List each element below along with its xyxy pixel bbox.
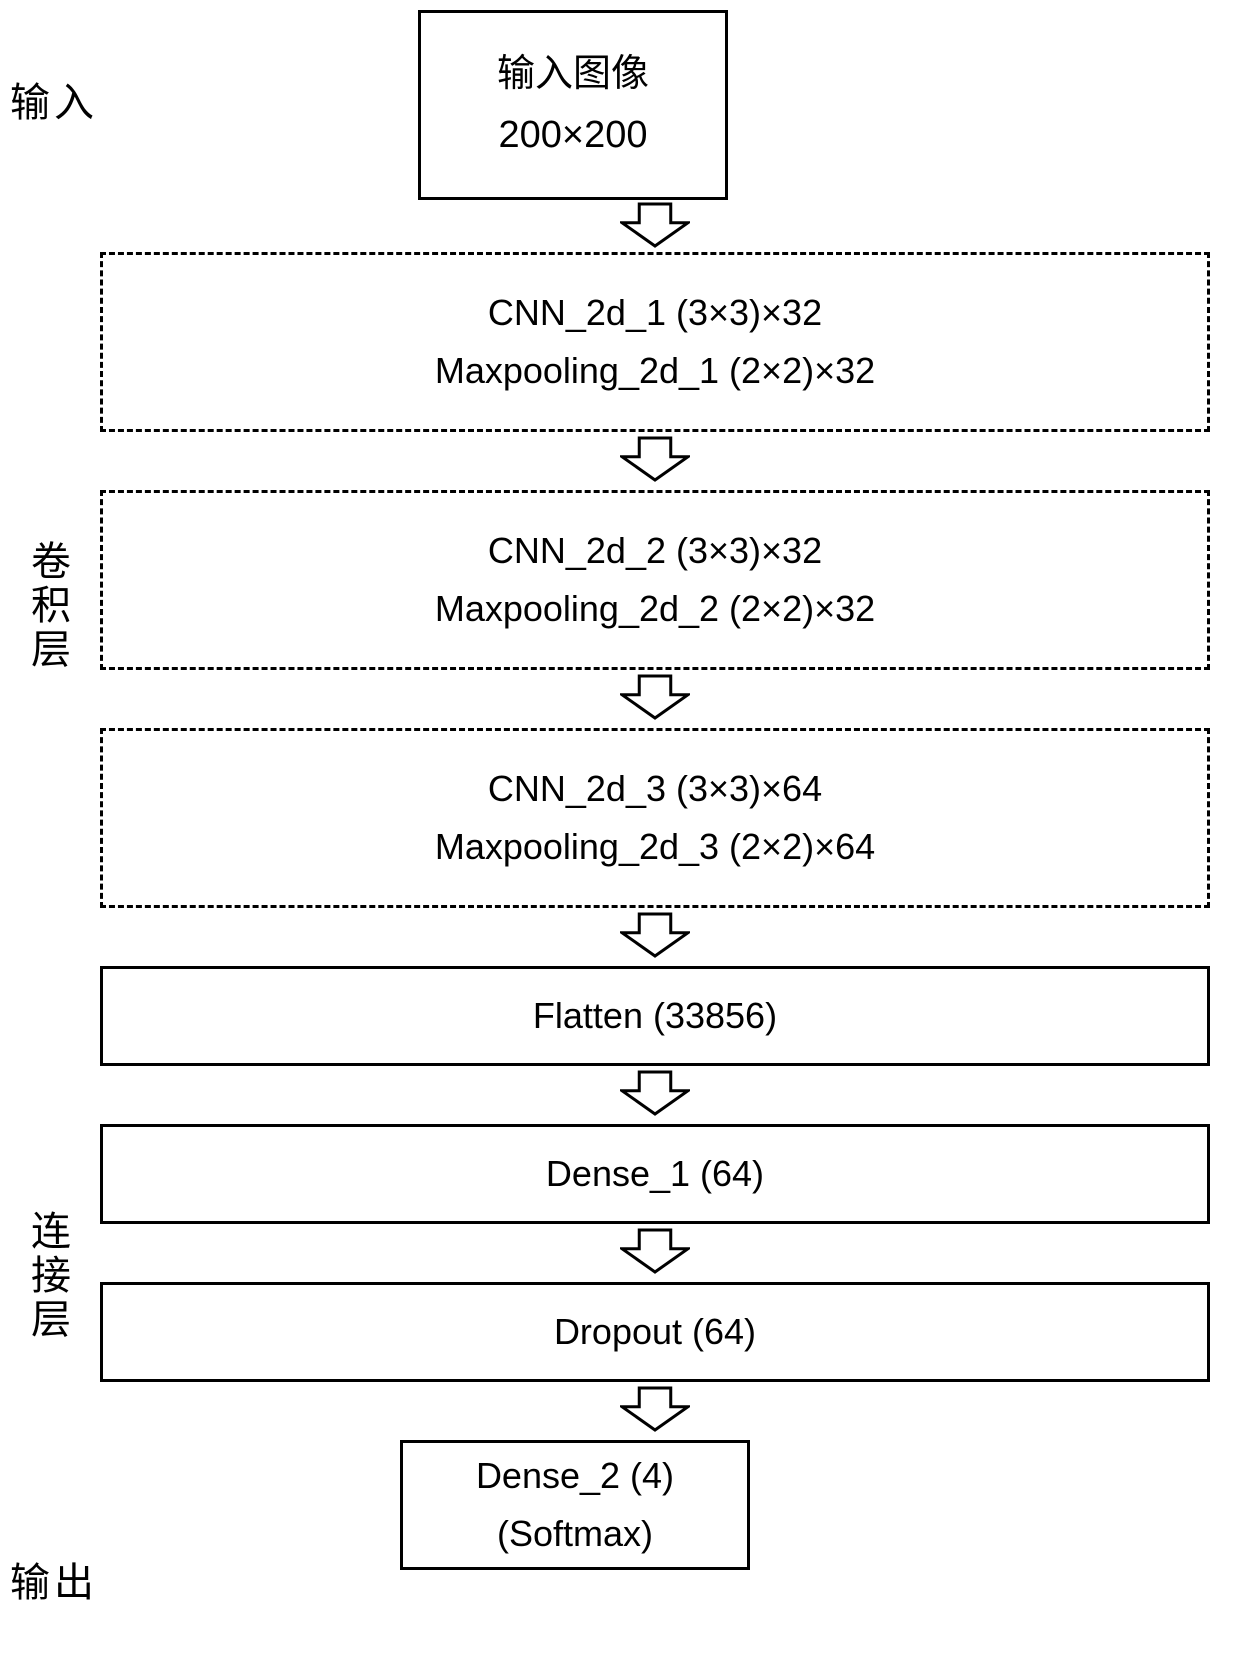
conv3-box: CNN_2d_3 (3×3)×64Maxpooling_2d_3 (2×2)×6…: [100, 728, 1210, 908]
down-arrow-icon: [620, 1070, 690, 1116]
fc-label: 连接层: [18, 1210, 76, 1342]
box-text: Maxpooling_2d_1 (2×2)×32: [435, 342, 875, 400]
down-arrow-icon: [620, 202, 690, 248]
box-text: Dense_2 (4): [476, 1447, 674, 1505]
dropout-box: Dropout (64): [100, 1282, 1210, 1382]
down-arrow-icon: [620, 436, 690, 482]
box-text: CNN_2d_3 (3×3)×64: [488, 760, 822, 818]
down-arrow-icon: [620, 1228, 690, 1274]
box-text: CNN_2d_1 (3×3)×32: [488, 284, 822, 342]
flowchart-container: 输入卷积层连接层输出输入图像200×200CNN_2d_1 (3×3)×32Ma…: [0, 0, 1240, 1672]
input-label: 输入: [10, 70, 98, 128]
box-text: Dropout (64): [554, 1303, 756, 1361]
box-text: Flatten (33856): [533, 987, 777, 1045]
conv2-box: CNN_2d_2 (3×3)×32Maxpooling_2d_2 (2×2)×3…: [100, 490, 1210, 670]
box-text: Maxpooling_2d_3 (2×2)×64: [435, 818, 875, 876]
box-text: Maxpooling_2d_2 (2×2)×32: [435, 580, 875, 638]
down-arrow-icon: [620, 912, 690, 958]
flatten-box: Flatten (33856): [100, 966, 1210, 1066]
down-arrow-icon: [620, 1386, 690, 1432]
box-text: (Softmax): [497, 1505, 653, 1563]
dense1-box: Dense_1 (64): [100, 1124, 1210, 1224]
box-text: Dense_1 (64): [546, 1145, 764, 1203]
input-box: 输入图像200×200: [418, 10, 728, 200]
box-text: 输入图像: [497, 44, 649, 105]
conv-label: 卷积层: [18, 540, 76, 672]
conv1-box: CNN_2d_1 (3×3)×32Maxpooling_2d_1 (2×2)×3…: [100, 252, 1210, 432]
output-label: 输出: [10, 1550, 98, 1608]
box-text: 200×200: [499, 105, 648, 166]
box-text: CNN_2d_2 (3×3)×32: [488, 522, 822, 580]
down-arrow-icon: [620, 674, 690, 720]
output-box: Dense_2 (4)(Softmax): [400, 1440, 750, 1570]
